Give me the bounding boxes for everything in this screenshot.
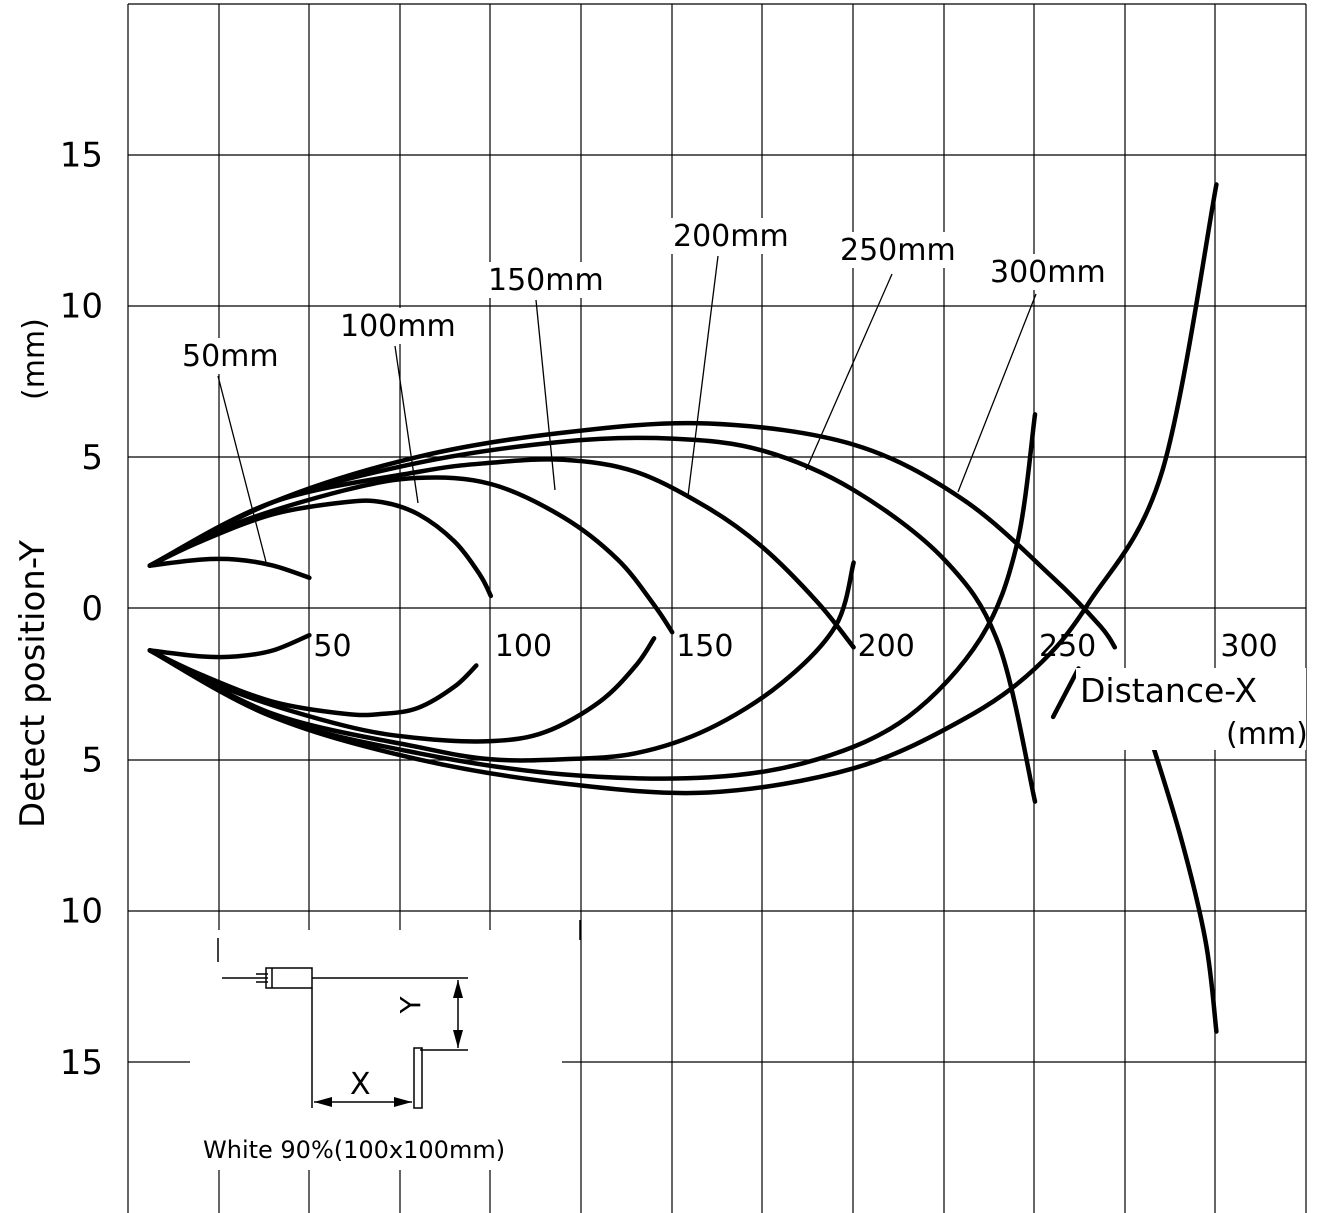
annotation-leader bbox=[805, 273, 893, 471]
x-tick-label: 50 bbox=[313, 629, 351, 664]
y-axis-title: Detect position-Y (mm) bbox=[13, 318, 53, 828]
white-target-icon bbox=[413, 1047, 423, 1109]
inset-caption: White 90%(100x100mm) bbox=[203, 1136, 505, 1164]
annotation-300mm: 300mm bbox=[990, 255, 1106, 290]
annotation-100mm: 100mm bbox=[340, 309, 456, 344]
setup-diagram: X Y White 90%(100x100mm) bbox=[190, 920, 581, 1170]
curve-150mm bbox=[147, 475, 675, 635]
x-tick-label: 300 bbox=[1220, 629, 1277, 664]
curve-300mm bbox=[1050, 666, 1081, 720]
curve-50mm bbox=[147, 556, 312, 581]
y-tick-label: 15 bbox=[60, 1043, 103, 1083]
inset-x-label: X bbox=[350, 1067, 371, 1102]
curve-300mm bbox=[147, 420, 1118, 650]
curve-50mm bbox=[147, 632, 312, 660]
inset-y-label: Y bbox=[394, 996, 427, 1015]
curve-150mm bbox=[147, 636, 657, 744]
annotation-leader bbox=[535, 299, 556, 491]
sensor-icon bbox=[222, 967, 313, 989]
x-axis-unit: (mm) bbox=[1226, 717, 1308, 752]
annotation-250mm: 250mm bbox=[840, 233, 956, 268]
x-tick-labels: 50 100 150 200 250 300 bbox=[313, 629, 1277, 664]
annotation-leader bbox=[687, 255, 719, 497]
curve-300mm bbox=[147, 182, 1219, 796]
y-axis-label: Detect position-Y bbox=[13, 540, 53, 828]
y-axis-unit: (mm) bbox=[17, 318, 52, 400]
y-tick-labels: 15 10 5 0 5 10 15 bbox=[60, 135, 103, 1083]
x-tick-label: 200 bbox=[858, 629, 915, 664]
annotation-leader bbox=[957, 293, 1037, 493]
annotation-150mm: 150mm bbox=[488, 263, 604, 298]
annotation-leader bbox=[217, 375, 267, 563]
annotation-leader bbox=[394, 345, 419, 504]
y-tick-label: 0 bbox=[81, 589, 103, 629]
x-tick-label: 250 bbox=[1039, 629, 1096, 664]
x-tick-label: 150 bbox=[676, 629, 733, 664]
x-axis-title: Distance-X (mm) bbox=[1076, 668, 1308, 752]
annotation-50mm: 50mm bbox=[182, 339, 279, 374]
y-tick-label: 10 bbox=[60, 892, 103, 932]
curve-200mm bbox=[147, 560, 856, 763]
label-leaders bbox=[217, 255, 1037, 563]
curve-annotations: 50mm 100mm 150mm 200mm 250mm 300mm bbox=[178, 218, 1106, 374]
curve-250mm bbox=[147, 435, 1038, 804]
y-tick-label: 15 bbox=[60, 135, 103, 175]
y-tick-label: 5 bbox=[81, 740, 103, 780]
curve-250mm bbox=[147, 412, 1038, 781]
curve-100mm bbox=[147, 498, 494, 599]
y-tick-label: 5 bbox=[81, 438, 103, 478]
y-tick-label: 10 bbox=[60, 287, 103, 327]
annotation-200mm: 200mm bbox=[673, 219, 789, 254]
x-axis-label: Distance-X bbox=[1080, 671, 1257, 710]
x-tick-label: 100 bbox=[495, 629, 552, 664]
curve-300mm bbox=[1141, 714, 1219, 1034]
